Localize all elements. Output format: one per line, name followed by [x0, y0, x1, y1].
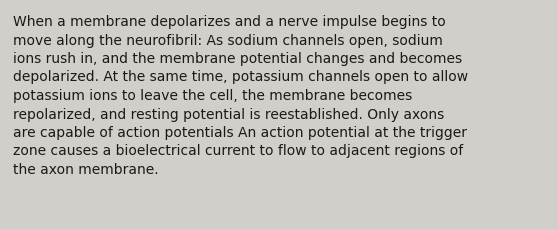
Text: When a membrane depolarizes and a nerve impulse begins to: When a membrane depolarizes and a nerve … [13, 15, 446, 29]
Text: the axon membrane.: the axon membrane. [13, 162, 158, 176]
Text: are capable of action potentials An action potential at the trigger: are capable of action potentials An acti… [13, 125, 467, 139]
Text: move along the neurofibril: As sodium channels open, sodium: move along the neurofibril: As sodium ch… [13, 33, 443, 47]
Text: potassium ions to leave the cell, the membrane becomes: potassium ions to leave the cell, the me… [13, 89, 412, 103]
Text: depolarized. At the same time, potassium channels open to allow: depolarized. At the same time, potassium… [13, 70, 468, 84]
Text: repolarized, and resting potential is reestablished. Only axons: repolarized, and resting potential is re… [13, 107, 444, 121]
Text: zone causes a bioelectrical current to flow to adjacent regions of: zone causes a bioelectrical current to f… [13, 144, 463, 158]
Text: ions rush in, and the membrane potential changes and becomes: ions rush in, and the membrane potential… [13, 52, 462, 66]
